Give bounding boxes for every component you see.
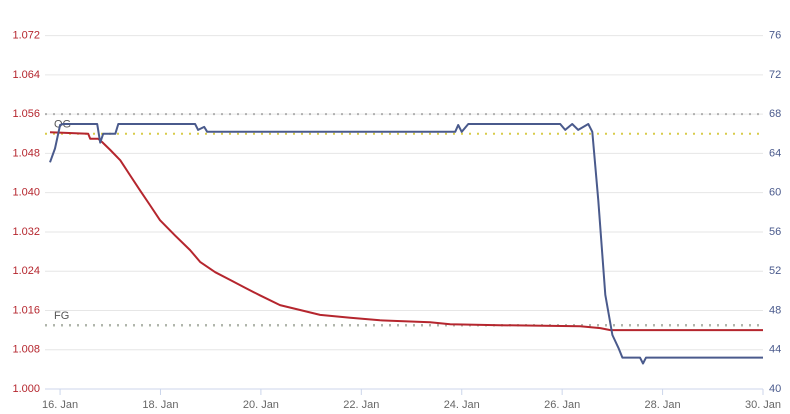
y-tick-label: 1.048 (12, 147, 40, 159)
y2-tick-label: 56 (769, 226, 781, 238)
x-tick-label: 20. Jan (243, 399, 279, 411)
y-tick-label: 1.072 (12, 30, 40, 42)
y2-tick-label: 60 (769, 187, 781, 199)
y-tick-label: 1.024 (12, 265, 40, 277)
x-tick-label: 28. Jan (645, 399, 681, 411)
y-tick-label: 1.000 (12, 383, 40, 395)
y-tick-label: 1.008 (12, 344, 40, 356)
x-tick-label: 16. Jan (42, 399, 78, 411)
y2-tick-label: 40 (769, 383, 781, 395)
y2-tick-label: 44 (769, 344, 781, 356)
x-tick-label: 22. Jan (343, 399, 379, 411)
x-tick-label: 30. Jan (745, 399, 781, 411)
y-tick-label: 1.064 (12, 69, 40, 81)
y2-tick-label: 64 (769, 147, 781, 159)
y-tick-label: 1.056 (12, 108, 40, 120)
y2-tick-label: 68 (769, 108, 781, 120)
x-tick-label: 26. Jan (544, 399, 580, 411)
plot-line-label: FG (54, 310, 69, 322)
y-tick-label: 1.040 (12, 187, 40, 199)
series-line (49, 123, 763, 365)
y2-tick-label: 48 (769, 304, 781, 316)
series-line (49, 131, 763, 332)
y-tick-label: 1.016 (12, 304, 40, 316)
x-tick-label: 18. Jan (142, 399, 178, 411)
y2-tick-label: 52 (769, 265, 781, 277)
y-tick-label: 1.032 (12, 226, 40, 238)
x-tick-label: 24. Jan (444, 399, 480, 411)
y2-tick-label: 72 (769, 69, 781, 81)
y2-tick-label: 76 (769, 30, 781, 42)
